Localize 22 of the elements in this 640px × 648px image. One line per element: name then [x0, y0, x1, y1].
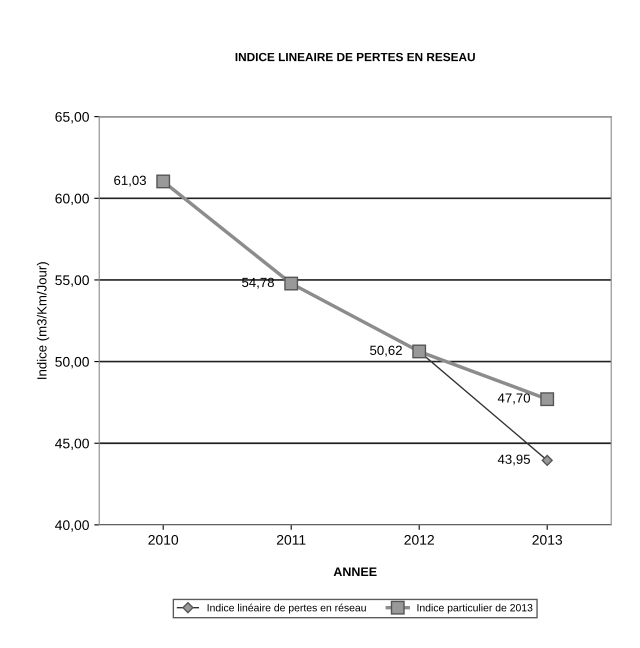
x-tick-label: 2013 — [532, 534, 562, 545]
data-label: 61,03 — [114, 176, 146, 187]
y-tick-label: 45,00 — [55, 438, 89, 450]
point — [540, 392, 554, 406]
x-tick-label: 2010 — [148, 534, 178, 545]
legend-label: Indice particulier de 2013 — [417, 604, 532, 614]
x-tick-label: 2011 — [276, 534, 306, 545]
data-label: 43,95 — [498, 454, 530, 466]
data-label: 47,70 — [498, 393, 530, 404]
point — [542, 454, 553, 466]
y-tick-label: 65,00 — [55, 112, 89, 124]
y-axis-title: Indice (m3/Km/Jour) — [36, 262, 50, 379]
y-tick-label: 40,00 — [55, 520, 89, 532]
y-tick-label: 60,00 — [55, 194, 89, 206]
data-label: 50,62 — [370, 346, 402, 357]
legend-label: Indice linéaire de pertes en réseau — [208, 604, 366, 614]
y-tick-label: 55,00 — [55, 275, 89, 287]
x-tick-label: 2012 — [404, 534, 434, 545]
x-axis-title: ANNEE — [334, 567, 377, 576]
data-label: 54,78 — [242, 278, 274, 289]
y-tick-label: 50,00 — [55, 356, 89, 368]
chart-title: INDICE LINEAIRE DE PERTES EN RESEAU — [236, 52, 475, 62]
